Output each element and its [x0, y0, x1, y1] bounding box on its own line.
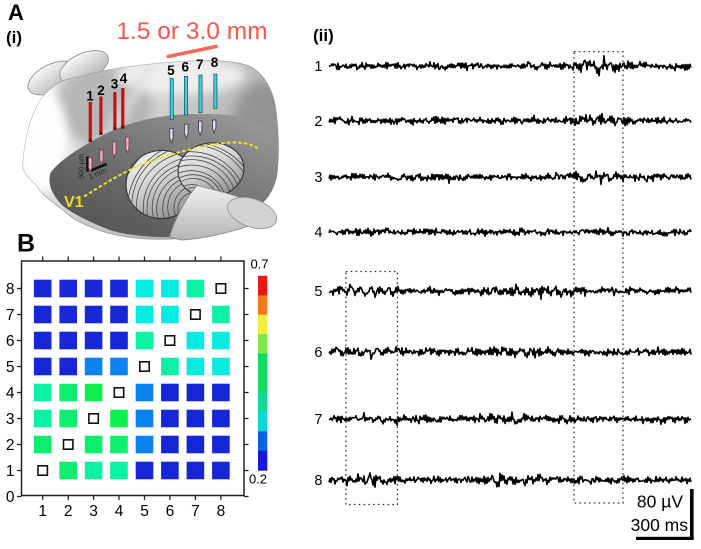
svg-text:3: 3: [314, 170, 322, 186]
svg-text:5: 5: [6, 359, 15, 376]
svg-text:8: 8: [314, 473, 322, 489]
svg-text:6: 6: [314, 345, 322, 361]
svg-text:4: 4: [314, 225, 322, 241]
svg-text:6: 6: [166, 503, 175, 520]
svg-text:0.7: 0.7: [250, 257, 268, 272]
svg-text:5: 5: [314, 284, 322, 300]
svg-text:8: 8: [211, 55, 219, 70]
svg-text:4: 4: [115, 503, 124, 520]
svg-text:2: 2: [6, 437, 15, 454]
svg-text:0.2: 0.2: [249, 472, 267, 487]
svg-text:2: 2: [64, 503, 73, 520]
svg-text:300 ms: 300 ms: [631, 515, 689, 535]
svg-text:3: 3: [89, 503, 98, 520]
svg-text:4: 4: [6, 385, 15, 402]
svg-text:0: 0: [6, 489, 15, 506]
svg-text:1: 1: [6, 463, 15, 480]
svg-text:1: 1: [38, 503, 47, 520]
svg-text:1: 1: [314, 59, 322, 75]
svg-text:8: 8: [217, 503, 226, 520]
svg-text:B: B: [17, 230, 35, 258]
svg-text:8: 8: [6, 281, 15, 298]
svg-text:4: 4: [120, 71, 128, 86]
svg-text:1.5 or 3.0 mm: 1.5 or 3.0 mm: [116, 18, 267, 45]
svg-text:(ii): (ii): [313, 26, 334, 45]
svg-text:1: 1: [86, 89, 94, 104]
svg-text:V1: V1: [64, 194, 84, 211]
svg-text:5: 5: [140, 503, 149, 520]
svg-text:7: 7: [314, 412, 322, 428]
svg-text:6: 6: [6, 333, 15, 350]
svg-text:7: 7: [191, 503, 200, 520]
svg-text:7: 7: [6, 307, 15, 324]
svg-text:A: A: [8, 0, 24, 25]
svg-text:3: 3: [111, 77, 119, 92]
svg-text:500 µm: 500 µm: [77, 154, 86, 179]
svg-text:7: 7: [196, 57, 204, 72]
svg-text:5: 5: [167, 63, 175, 78]
svg-text:80 µV: 80 µV: [637, 492, 683, 512]
svg-text:(i): (i): [6, 28, 22, 47]
svg-text:2: 2: [97, 83, 105, 98]
svg-text:3: 3: [6, 411, 15, 428]
svg-text:6: 6: [182, 60, 190, 75]
svg-text:2: 2: [314, 114, 322, 130]
